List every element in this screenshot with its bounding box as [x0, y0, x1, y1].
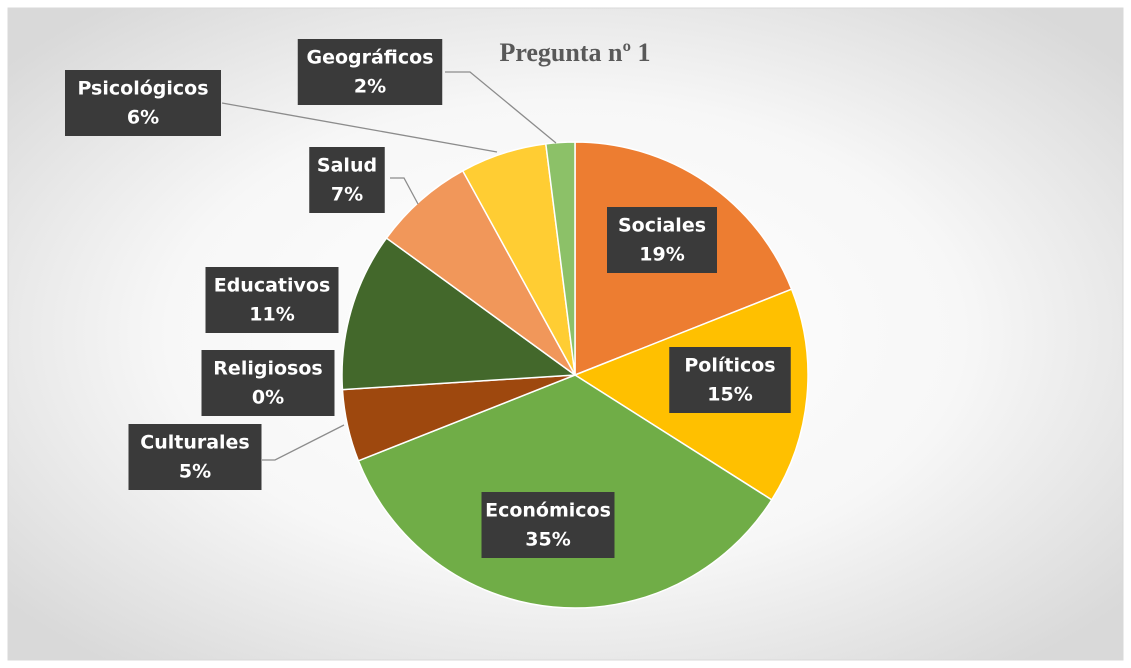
leader-lines [221, 71, 557, 461]
label-value: 19% [639, 244, 684, 266]
label-value: 2% [354, 76, 386, 98]
label-category: Culturales [140, 432, 250, 454]
data-label: Psicológicos 6% [65, 70, 221, 136]
label-value: 35% [525, 529, 570, 551]
label-box [309, 147, 385, 213]
label-box [65, 70, 221, 136]
label-category: Políticos [684, 355, 775, 377]
label-category: Salud [317, 155, 377, 177]
label-category: Geográficos [306, 47, 433, 69]
data-label: Culturales 5% [128, 424, 262, 490]
chart-title: Pregunta nº 1 [499, 38, 650, 67]
label-box [128, 424, 262, 490]
label-category: Psicológicos [77, 78, 208, 100]
label-value: 7% [331, 184, 363, 206]
pie-slice [341, 236, 578, 391]
label-box [297, 39, 443, 105]
label-category: Económicos [485, 500, 611, 522]
leader-line [390, 177, 419, 205]
label-box [607, 207, 717, 273]
label-value: 6% [127, 107, 159, 129]
label-category: Sociales [618, 215, 706, 237]
leader-line [221, 102, 498, 153]
leader-line [262, 424, 345, 461]
data-label: Sociales 19% [607, 207, 717, 273]
data-label: Educativos 11% [205, 267, 339, 333]
label-value: 11% [249, 304, 294, 326]
label-value: 15% [707, 384, 752, 406]
label-value: 0% [252, 387, 284, 409]
leader-line [445, 71, 557, 144]
data-label: Políticos 15% [669, 347, 791, 413]
data-label: Económicos 35% [481, 492, 615, 558]
label-box [481, 492, 615, 558]
data-label: Salud 7% [309, 147, 385, 213]
label-box [205, 267, 339, 333]
label-value: 5% [179, 461, 211, 483]
label-box [201, 350, 335, 416]
pie-slice [544, 141, 576, 376]
label-category: Religiosos [213, 358, 322, 380]
data-label: Geográficos 2% [297, 39, 443, 105]
pie-slice [385, 169, 576, 376]
label-box [669, 347, 791, 413]
label-category: Educativos [214, 275, 331, 297]
pie-slice [357, 374, 773, 609]
data-label: Religiosos 0% [201, 350, 335, 416]
